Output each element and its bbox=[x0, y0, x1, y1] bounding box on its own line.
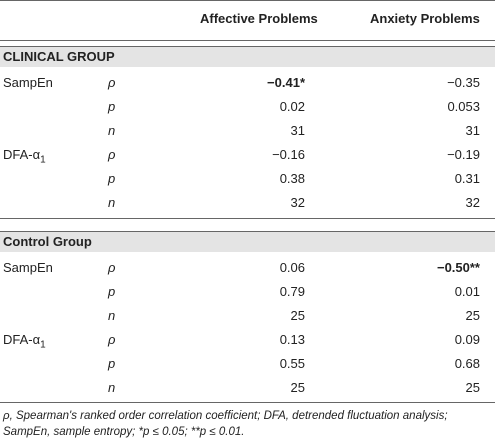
cell-value: 0.38 bbox=[279, 171, 305, 186]
rule bbox=[0, 218, 495, 219]
cell-value: 32 bbox=[290, 195, 305, 210]
cell-value: 0.55 bbox=[279, 356, 305, 371]
stat-symbol: p bbox=[108, 171, 116, 186]
stat-symbol: p bbox=[108, 99, 116, 114]
cell-value: 0.09 bbox=[454, 332, 480, 347]
measure-text: DFA-α bbox=[3, 147, 41, 162]
section-band bbox=[0, 46, 495, 67]
cell-value: 0.01 bbox=[454, 284, 480, 299]
section-band bbox=[0, 231, 495, 252]
cell-value: 31 bbox=[290, 123, 305, 138]
measure-subscript: 1 bbox=[40, 154, 46, 166]
stat-symbol: ρ bbox=[108, 332, 116, 347]
cell-value: 0.79 bbox=[279, 284, 305, 299]
section-title: Control Group bbox=[3, 234, 92, 249]
measure-label: DFA-α1 bbox=[3, 332, 46, 354]
cell-value: −0.41* bbox=[267, 75, 305, 90]
cell-value: 0.02 bbox=[279, 99, 305, 114]
cell-value: 0.06 bbox=[279, 260, 305, 275]
rule bbox=[0, 0, 495, 1]
cell-value: 32 bbox=[465, 195, 480, 210]
footnote: ρ, Spearman's ranked order correlation c… bbox=[3, 410, 448, 438]
stat-symbol: ρ bbox=[108, 147, 116, 162]
cell-value: 25 bbox=[465, 380, 480, 395]
rule bbox=[0, 402, 495, 403]
stat-symbol: p bbox=[108, 284, 116, 299]
measure-label: SampEn bbox=[3, 75, 53, 91]
column-header: Anxiety Problems bbox=[370, 11, 480, 26]
stat-symbol: p bbox=[108, 356, 116, 371]
cell-value: −0.16 bbox=[272, 147, 305, 162]
rule bbox=[0, 40, 495, 41]
column-header: Affective Problems bbox=[200, 11, 318, 26]
cell-value: 0.13 bbox=[279, 332, 305, 347]
cell-value: 25 bbox=[465, 308, 480, 323]
measure-subscript: 1 bbox=[40, 339, 46, 351]
cell-value: −0.19 bbox=[447, 147, 480, 162]
stat-symbol: n bbox=[108, 123, 116, 138]
measure-label: SampEn bbox=[3, 260, 53, 276]
cell-value: 25 bbox=[290, 380, 305, 395]
cell-value: 0.31 bbox=[454, 171, 480, 186]
cell-value: −0.50** bbox=[436, 260, 480, 275]
stat-symbol: ρ bbox=[108, 260, 116, 275]
stat-symbol: ρ bbox=[108, 75, 116, 90]
stat-symbol: n bbox=[108, 195, 116, 210]
cell-value: 31 bbox=[465, 123, 480, 138]
section-title: CLINICAL GROUP bbox=[3, 49, 115, 64]
measure-label: DFA-α1 bbox=[3, 147, 46, 169]
measure-text: DFA-α bbox=[3, 332, 41, 347]
cell-value: −0.35 bbox=[447, 75, 480, 90]
measure-text: SampEn bbox=[3, 75, 53, 90]
cell-value: 25 bbox=[290, 308, 305, 323]
cell-value: 0.053 bbox=[447, 99, 480, 114]
cell-value: 0.68 bbox=[454, 356, 480, 371]
measure-text: SampEn bbox=[3, 260, 53, 275]
stat-symbol: n bbox=[108, 308, 116, 323]
stat-symbol: n bbox=[108, 380, 116, 395]
